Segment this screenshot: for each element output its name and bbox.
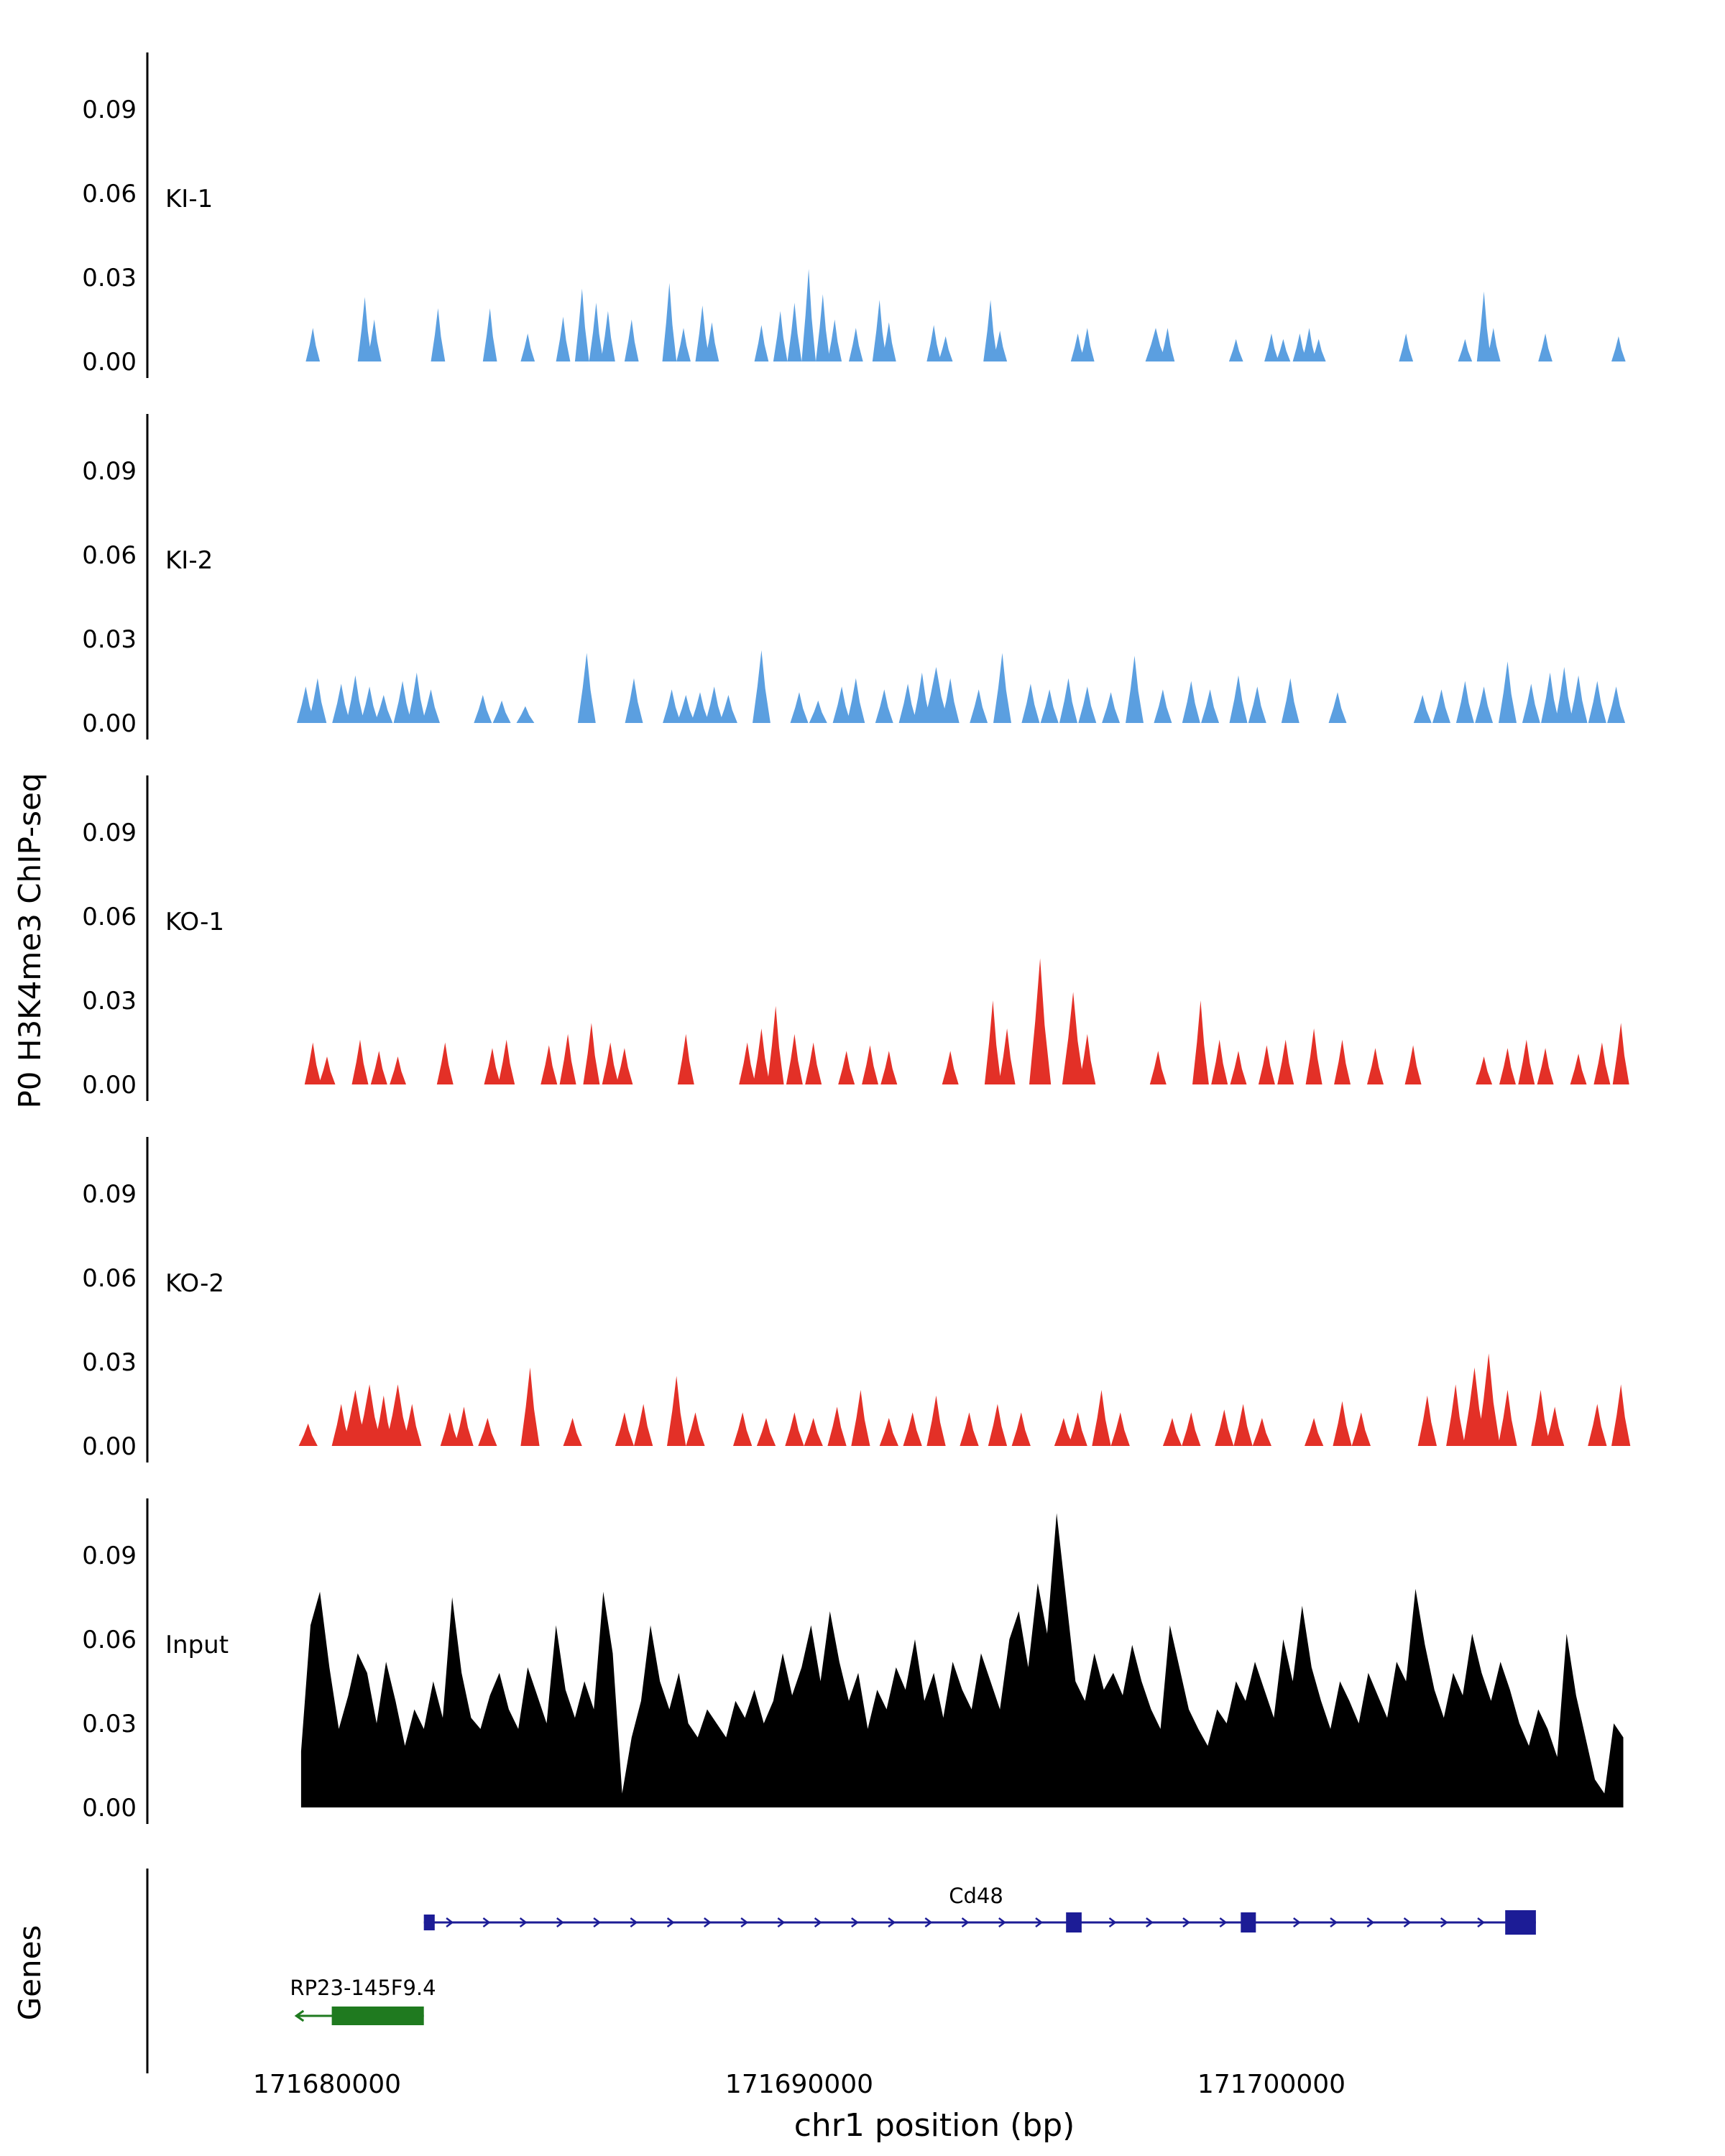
x-tick-label-2: 171690000: [725, 2070, 873, 2099]
gene-label-cd48: Cd48: [949, 1884, 1003, 1908]
svg-text:0.00: 0.00: [82, 1071, 137, 1100]
svg-text:0.00: 0.00: [82, 1794, 137, 1823]
svg-text:0.06: 0.06: [82, 1264, 137, 1293]
svg-text:0.03: 0.03: [82, 625, 137, 654]
svg-text:0.06: 0.06: [82, 180, 137, 208]
x-tick-label-1: 171680000: [253, 2070, 401, 2099]
svg-text:0.09: 0.09: [82, 96, 137, 124]
generated-chart-layer: 0.09 0.06 0.03 0.00 0.09 0.06 0.03 0.00 0.09 0.06…: [82, 52, 1631, 2073]
track-label-ko2: KO-2: [165, 1269, 224, 1298]
svg-text:0.06: 0.06: [82, 903, 137, 931]
svg-text:0.03: 0.03: [82, 987, 137, 1015]
svg-text:0.03: 0.03: [82, 264, 137, 292]
svg-text:0.09: 0.09: [82, 819, 137, 847]
svg-text:0.00: 0.00: [82, 1432, 137, 1461]
track-label-ko1: KO-1: [165, 908, 224, 936]
svg-text:0.00: 0.00: [82, 348, 137, 377]
svg-text:0.03: 0.03: [82, 1710, 137, 1738]
track-label-ki1: KI-1: [165, 185, 213, 213]
genes-axis-title: Genes: [12, 1925, 47, 2021]
track-label-input: Input: [165, 1631, 229, 1659]
x-tick-label-3: 171700000: [1197, 2070, 1346, 2099]
svg-text:0.09: 0.09: [82, 1180, 137, 1209]
gene-label-rp23: RP23-145F9.4: [290, 1976, 436, 2000]
svg-text:0.03: 0.03: [82, 1348, 137, 1377]
svg-text:0.09: 0.09: [82, 1542, 137, 1570]
x-axis-title: chr1 position (bp): [794, 2107, 1075, 2144]
svg-text:0.06: 0.06: [82, 1626, 137, 1654]
svg-text:0.06: 0.06: [82, 541, 137, 570]
svg-text:0.00: 0.00: [82, 709, 137, 738]
y-axis-title: P0 H3K4me3 ChIP-seq: [12, 773, 47, 1108]
svg-text:0.09: 0.09: [82, 457, 137, 486]
track-label-ki2: KI-2: [165, 546, 213, 575]
